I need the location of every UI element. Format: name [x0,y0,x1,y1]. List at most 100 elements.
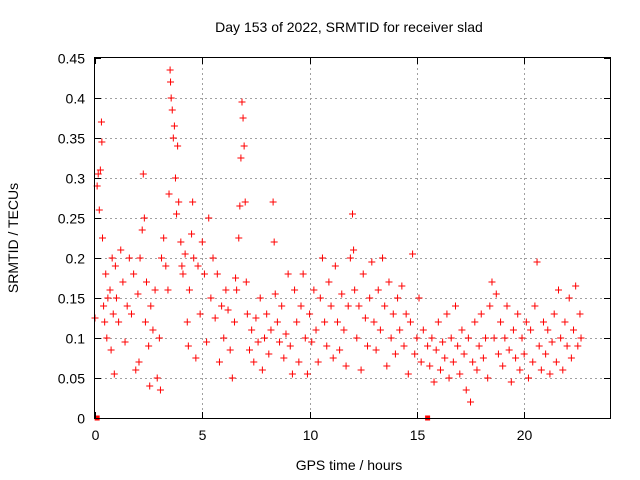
data-point [424,342,432,350]
data-point [542,350,550,358]
data-point [550,310,558,318]
data-point [357,366,365,374]
data-point [447,334,455,342]
data-point [567,354,575,362]
data-point [479,354,487,362]
data-point [494,350,502,358]
data-point [167,94,175,102]
data-point [256,294,264,302]
data-point [507,378,515,386]
data-point [460,350,468,358]
data-point [162,262,170,270]
data-point [331,262,339,270]
data-point [269,198,277,206]
data-point [235,234,243,242]
data-point [306,310,314,318]
data-point [413,334,421,342]
data-point [243,310,251,318]
x-tick-label: 0 [92,427,100,443]
data-point [284,270,292,278]
data-point [364,342,372,350]
data-point [151,286,159,294]
data-point [340,326,348,334]
data-point [109,310,117,318]
data-point [361,314,369,322]
data-point [242,278,250,286]
data-point [411,350,419,358]
data-point [222,286,230,294]
y-axis-ticks: 0 0.05 0.1 0.15 0.2 0.25 0.3 0.35 0.4 0.45 [58,51,610,427]
data-point [539,318,547,326]
data-point [254,338,262,346]
data-point [107,346,115,354]
data-point [527,326,535,334]
data-point [213,270,221,278]
x-tick-label: 5 [199,427,207,443]
data-point [147,302,155,310]
data-point [310,286,318,294]
data-point [417,358,425,366]
data-point [445,374,453,382]
data-point [469,358,477,366]
data-point [241,198,249,206]
data-point [160,234,168,242]
data-point [389,310,397,318]
data-point [236,202,244,210]
data-point [333,318,341,326]
data-point [240,142,248,150]
y-tick-label: 0.15 [58,291,85,307]
data-point [224,306,232,314]
data-point [271,290,279,298]
data-point [376,326,384,334]
data-point [314,358,322,366]
data-point [299,270,307,278]
data-point [467,398,475,406]
data-points [91,66,585,406]
data-point [524,374,532,382]
data-point [174,142,182,150]
x-tick-label: 10 [303,427,319,443]
data-point [544,326,552,334]
data-point [486,302,494,310]
data-point [518,334,526,342]
data-point [170,122,178,130]
data-point [464,334,472,342]
data-point [270,238,278,246]
data-point [95,206,103,214]
data-point [512,354,520,362]
data-point [572,282,580,290]
data-point [385,278,393,286]
data-point [565,294,573,302]
grid-lines [95,58,610,418]
data-point [258,366,266,374]
data-point [458,326,466,334]
data-point [374,286,382,294]
data-point [574,342,582,350]
y-tick-label: 0.3 [66,171,86,187]
data-point [218,302,226,310]
data-point [110,370,118,378]
data-point [155,334,163,342]
y-tick-label: 0.05 [58,371,85,387]
data-point [149,326,157,334]
data-point [441,354,449,362]
x-axis-ticks: 0 5 10 15 20 [92,58,532,443]
data-point [282,330,290,338]
data-point [350,246,358,254]
data-point [158,254,166,262]
data-point [125,254,133,262]
data-point [426,362,434,370]
data-point [166,66,174,74]
data-point [104,294,112,302]
data-point [230,318,238,326]
data-point [475,342,483,350]
data-point [355,302,363,310]
data-point [101,318,109,326]
data-point [141,318,149,326]
data-point [301,334,309,342]
data-point [452,302,459,310]
data-point [318,254,326,262]
data-point [443,310,451,318]
data-point [226,346,234,354]
